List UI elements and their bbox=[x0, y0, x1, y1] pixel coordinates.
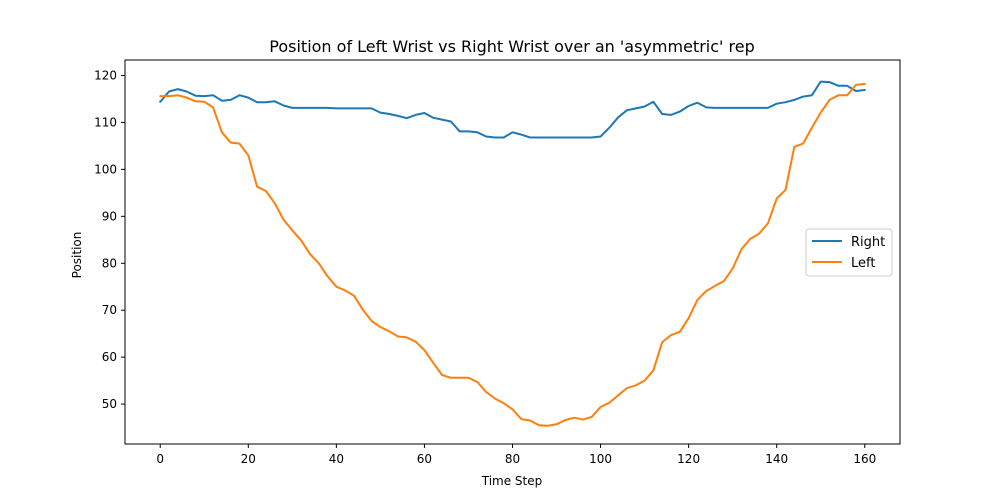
plot-area bbox=[125, 60, 900, 444]
x-tick-label: 40 bbox=[329, 452, 344, 466]
x-tick-label: 140 bbox=[765, 452, 788, 466]
x-tick-label: 0 bbox=[156, 452, 164, 466]
y-tick-label: 50 bbox=[102, 397, 117, 411]
y-axis: 50 60 70 80 90 100 110 120 bbox=[94, 68, 125, 411]
y-tick-label: 70 bbox=[102, 303, 117, 317]
y-tick-label: 90 bbox=[102, 209, 117, 223]
x-tick-label: 60 bbox=[417, 452, 432, 466]
y-tick-label: 110 bbox=[94, 115, 117, 129]
legend-label-left: Left bbox=[851, 256, 875, 271]
y-tick-label: 100 bbox=[94, 162, 117, 176]
x-tick-label: 100 bbox=[589, 452, 612, 466]
series-line-right bbox=[159, 80, 866, 139]
y-tick-label: 120 bbox=[94, 68, 117, 82]
chart-title: Position of Left Wrist vs Right Wrist ov… bbox=[269, 37, 754, 56]
series-line-left bbox=[159, 82, 866, 427]
x-tick-label: 80 bbox=[505, 452, 520, 466]
x-tick-label: 120 bbox=[677, 452, 700, 466]
legend-label-right: Right bbox=[851, 235, 885, 250]
legend: Right Left bbox=[805, 228, 893, 277]
series-layer bbox=[159, 80, 866, 427]
plot-frame bbox=[124, 59, 901, 445]
x-tick-label: 160 bbox=[853, 452, 876, 466]
x-axis-title: Time Step bbox=[481, 474, 543, 488]
x-tick-label: 20 bbox=[241, 452, 256, 466]
y-tick-label: 80 bbox=[102, 256, 117, 270]
x-axis: 0 20 40 60 80 100 120 140 160 bbox=[156, 444, 876, 466]
y-axis-title: Position bbox=[70, 232, 84, 279]
y-tick-label: 60 bbox=[102, 350, 117, 364]
